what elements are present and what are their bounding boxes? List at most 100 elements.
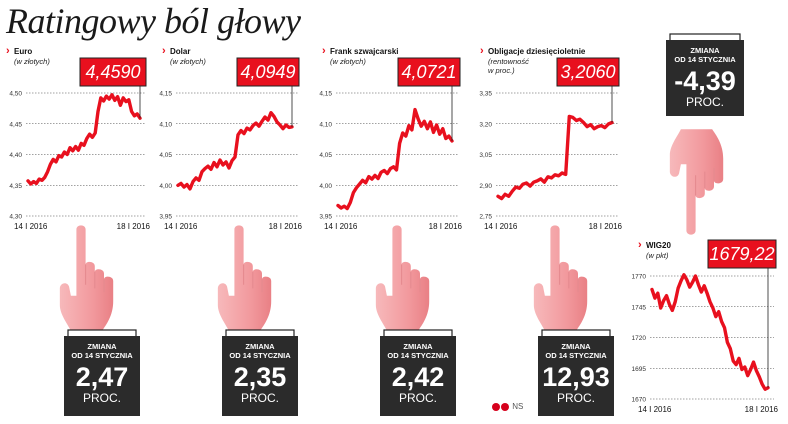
change-label-line1: ZMIANA	[87, 342, 117, 351]
y-tick-label: 2,90	[479, 183, 492, 190]
series-line	[26, 93, 142, 186]
hand-shape	[59, 225, 114, 331]
chart-title: Dolar	[170, 47, 190, 56]
chart-title: WIG20	[646, 241, 671, 250]
credit: NS	[492, 402, 523, 411]
credit-logo-icon	[492, 402, 500, 411]
hand-shape	[533, 225, 588, 331]
chart-title: Euro	[14, 47, 32, 56]
callout-box	[556, 57, 620, 87]
y-tick-label: 4,05	[159, 152, 172, 159]
title-marker-icon: ›	[6, 45, 10, 57]
y-tick-label: 4,50	[9, 91, 22, 98]
x-label-end: 18 I 2016	[589, 222, 623, 231]
change-label-line1: ZMIANA	[245, 342, 275, 351]
hand-shape	[217, 225, 272, 331]
y-tick-label: 4,30	[9, 214, 22, 221]
change-value: 2,47	[76, 362, 129, 392]
change-label-line1: ZMIANA	[561, 342, 591, 351]
change-unit: PROC.	[241, 391, 279, 405]
y-tick-label: 4,15	[319, 91, 332, 98]
chart-5: › WIG20(w pkt) 1670 1695 1720 1745 1770 14 I 20…	[632, 239, 779, 414]
y-tick-label: 4,40	[9, 152, 22, 159]
hand-creases	[85, 264, 105, 293]
y-tick-label: 4,45	[9, 121, 22, 128]
pointing-hand-icon	[533, 225, 588, 331]
change-unit: PROC.	[399, 391, 437, 405]
chart-title: Frank szwajcarski	[330, 47, 398, 56]
y-tick-label: 3,95	[159, 214, 172, 221]
y-tick-label: 4,10	[159, 121, 172, 128]
hand-shape	[669, 129, 724, 235]
chart-subtitle: (w złotych)	[330, 57, 366, 66]
title-marker-icon: ›	[162, 45, 166, 57]
title-marker-icon: ›	[322, 45, 326, 57]
hand-creases	[243, 264, 263, 293]
hand-creases	[559, 264, 579, 293]
chart-1: › Euro(w złotych) 4,30 4,35 4,40 4,45 4,50 14 I…	[6, 45, 151, 231]
change-label-line1: ZMIANA	[403, 342, 433, 351]
pointing-hand-icon	[59, 225, 114, 331]
pointing-hand-icon	[217, 225, 272, 331]
credit-logo-icon	[501, 402, 509, 411]
x-label-start: 14 I 2016	[14, 222, 48, 231]
callout-box	[236, 57, 300, 87]
pointing-hand-icon	[669, 129, 724, 235]
y-tick-label: 1745	[632, 304, 647, 311]
x-label-start: 14 I 2016	[164, 222, 198, 231]
y-tick-label: 2,75	[479, 214, 492, 221]
headline: Ratingowy ból głowy	[6, 1, 301, 41]
y-tick-label: 3,20	[479, 121, 492, 128]
x-label-start: 14 I 2016	[324, 222, 358, 231]
y-tick-label: 3,95	[319, 214, 332, 221]
chart-subtitle: (w pkt)	[646, 251, 669, 260]
chart-4: › Obligacje dziesięcioletnie(rentownośćw …	[479, 45, 622, 231]
hand-shape	[375, 225, 430, 331]
x-label-start: 14 I 2016	[484, 222, 518, 231]
change-box-bg	[380, 336, 456, 416]
change-unit: PROC.	[557, 391, 595, 405]
series-line	[176, 111, 294, 191]
change-label-line2: OD 14 STYCZNIA	[387, 351, 449, 360]
y-tick-label: 1670	[632, 397, 647, 404]
current-value-label: 4,0949	[240, 62, 295, 82]
change-box-bg	[222, 336, 298, 416]
change-value: 2,35	[234, 362, 287, 392]
y-tick-label: 3,05	[479, 152, 492, 159]
change-box-bg	[538, 336, 614, 416]
y-tick-label: 1695	[632, 366, 647, 373]
chart-subtitle: (w złotych)	[170, 57, 206, 66]
chart-2: › Dolar(w złotych) 3,95 4,00 4,05 4,10 4,15 14 …	[159, 45, 302, 231]
chart-subtitle-cont: w proc.)	[488, 66, 515, 75]
chart-subtitle: (w złotych)	[14, 57, 50, 66]
y-tick-label: 4,00	[159, 183, 172, 190]
change-label-line2: OD 14 STYCZNIA	[545, 351, 607, 360]
change-value: 2,42	[392, 362, 445, 392]
y-tick-label: 3,35	[479, 91, 492, 98]
y-tick-label: 4,10	[319, 121, 332, 128]
pointing-hand-icon	[375, 225, 430, 331]
change-value: -4,39	[674, 66, 736, 96]
series-line	[650, 273, 770, 391]
chart-subtitle: (rentowność	[488, 57, 529, 66]
change-value: 12,93	[542, 362, 610, 392]
series-line	[496, 114, 614, 201]
title-marker-icon: ›	[638, 239, 642, 251]
chart-title: Obligacje dziesięcioletnie	[488, 47, 586, 56]
title-marker-icon: ›	[480, 45, 484, 57]
callout-box	[397, 57, 461, 87]
change-label-line1: ZMIANA	[690, 46, 720, 55]
chart-3: › Frank szwajcarski(w złotych) 3,95 4,00 4,0…	[319, 45, 462, 231]
hand-creases	[695, 167, 715, 196]
x-label-end: 18 I 2016	[117, 222, 151, 231]
y-tick-label: 1720	[632, 335, 647, 342]
change-unit: PROC.	[83, 391, 121, 405]
change-unit: PROC.	[686, 95, 724, 109]
